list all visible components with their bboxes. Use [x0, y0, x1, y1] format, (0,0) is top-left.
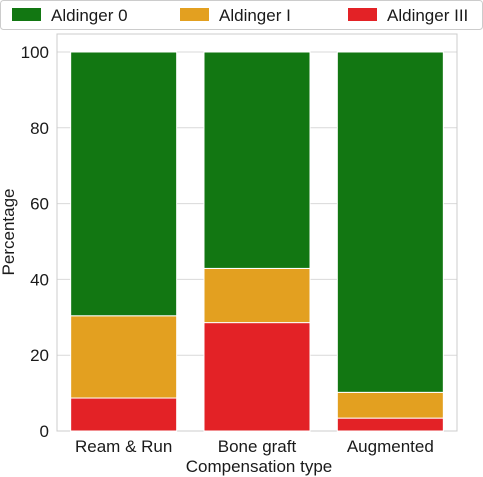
- bar-bone-graft-aldinger-iii: [203, 322, 311, 432]
- bar-ream-run-aldinger-0: [70, 51, 178, 317]
- legend-label-aldinger-iii: Aldinger III: [387, 6, 468, 25]
- x-tick-label: Augmented: [347, 437, 434, 456]
- x-tick-label: Ream & Run: [75, 437, 172, 456]
- x-axis-label: Compensation type: [186, 457, 332, 476]
- y-tick-label: 40: [30, 270, 49, 289]
- y-axis-label: Percentage: [0, 189, 18, 276]
- x-axis-ticks: Ream & Run Bone graft Augmented: [75, 437, 434, 456]
- bar-ream-run-aldinger-i: [70, 315, 178, 399]
- bar-augmented-aldinger-i: [336, 391, 444, 419]
- legend-swatch-aldinger-0: [12, 8, 41, 21]
- y-tick-label: 0: [40, 422, 49, 441]
- x-tick-label: Bone graft: [218, 437, 297, 456]
- y-axis-ticks: 0 20 40 60 80 100: [21, 43, 49, 441]
- y-tick-label: 100: [21, 43, 49, 62]
- y-tick-label: 20: [30, 346, 49, 365]
- bar-ream-run-aldinger-iii: [70, 397, 178, 432]
- legend-label-aldinger-0: Aldinger 0: [51, 6, 128, 25]
- legend-swatch-aldinger-iii: [348, 8, 377, 21]
- bar-augmented-aldinger-iii: [336, 417, 444, 432]
- bar-bone-graft-aldinger-0: [203, 51, 311, 269]
- y-tick-label: 60: [30, 195, 49, 214]
- legend-label-aldinger-i: Aldinger I: [219, 6, 291, 25]
- bar-augmented-aldinger-0: [336, 51, 444, 393]
- legend: Aldinger 0 Aldinger I Aldinger III: [0, 0, 483, 30]
- legend-swatch-aldinger-i: [180, 8, 209, 21]
- y-tick-label: 80: [30, 119, 49, 138]
- bars: [70, 51, 444, 432]
- bar-bone-graft-aldinger-i: [203, 267, 311, 324]
